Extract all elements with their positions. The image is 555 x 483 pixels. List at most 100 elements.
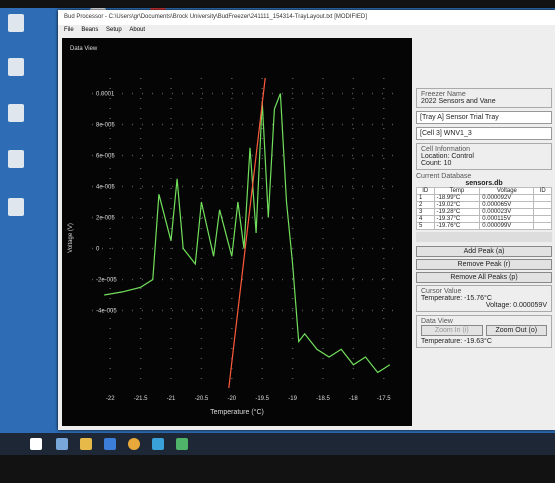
table-row[interactable]: 4 -19.37°C 0.000115V [416, 215, 552, 223]
cell: 0.000115V [479, 215, 535, 223]
app-window: Bud Processor - C:\Users\gr\Documents\Br… [58, 10, 555, 430]
taskbar-icon[interactable] [80, 438, 92, 450]
table-row[interactable]: 3 -19.28°C 0.000023V [416, 208, 552, 216]
y-tick-label: 2e-005 [96, 216, 115, 222]
tray-select[interactable]: [Tray A] Sensor Trial Tray [416, 111, 552, 124]
taskbar-icon[interactable] [152, 438, 164, 450]
cell: 1 [416, 194, 435, 202]
cursor-voltage: Voltage: 0.000059V [485, 302, 547, 309]
chart: Data View Temperature (°C) Voltage (V) 0… [62, 38, 412, 426]
cell-location: Location: Control [421, 153, 474, 160]
cell [533, 215, 552, 223]
x-tick-label: -17.5 [377, 396, 391, 402]
y-tick-label: 4e-005 [96, 185, 115, 191]
cell: -19.37°C [433, 215, 481, 223]
x-tick-label: -22 [106, 396, 115, 402]
peaks-table: ID Temp Voltage ID 1 -18.99°C 0.000092V 2-… [416, 187, 552, 230]
y-tick-label: -2e-005 [96, 278, 117, 284]
x-tick-label: -19 [288, 396, 297, 402]
taskbar-icon[interactable] [104, 438, 116, 450]
desktop-icon[interactable] [8, 104, 24, 122]
cell: 0.000065V [479, 201, 535, 209]
cell: 4 [416, 215, 435, 223]
taskbar-icon[interactable] [30, 438, 42, 450]
chart-background [62, 38, 412, 426]
x-tick-label: -18 [349, 396, 358, 402]
x-axis-label: Temperature (°C) [210, 408, 264, 416]
cell: 0.000092V [479, 194, 535, 202]
menu-item[interactable]: About [129, 27, 146, 33]
button[interactable]: Add Peak (a) [416, 246, 552, 257]
taskbar [0, 433, 555, 455]
chart-title: Data View [70, 46, 98, 52]
menu-item[interactable]: Setup [106, 27, 122, 33]
x-tick-label: -21 [167, 396, 176, 402]
cell: -19.02°C [433, 201, 481, 209]
cursor-temperature: Temperature: -15.76°C [421, 295, 492, 302]
cell [533, 201, 552, 209]
group-heading: Cursor Value [421, 288, 462, 295]
cell: 2 [416, 201, 435, 209]
column-header: Temp [433, 187, 481, 195]
scrollbar[interactable] [416, 232, 552, 242]
group-heading: Freezer Name [421, 91, 466, 98]
desktop-icon[interactable] [8, 198, 24, 216]
cell [533, 222, 552, 230]
peak-marker [228, 77, 266, 389]
x-tick-label: -20 [227, 396, 236, 402]
side-panel: Freezer Name 2022 Sensors and Vane [Tray… [416, 88, 552, 351]
cell: 3 [416, 208, 435, 216]
y-tick-label: 0 [96, 247, 100, 253]
y-axis-label: Voltage (V) [68, 223, 74, 253]
cell: 0.000023V [479, 208, 535, 216]
menu-item[interactable]: Beans [81, 27, 99, 33]
y-tick-label: 6e-005 [96, 154, 115, 160]
desktop-icon[interactable] [8, 58, 24, 76]
x-tick-label: -18.5 [316, 396, 330, 402]
taskbar-icon[interactable] [176, 438, 188, 450]
table-row[interactable]: 1 -18.99°C 0.000092V [416, 194, 552, 202]
cell-info-group: Cell Information Location: Control Count… [416, 143, 552, 170]
cell [533, 208, 552, 216]
button[interactable]: Remove All Peaks (p) [416, 272, 552, 283]
y-tick-label: -4e-005 [96, 309, 117, 315]
cell-select[interactable]: [Cell 3] WNV1_3 [416, 127, 552, 140]
cursor-group: Cursor Value Temperature: -15.76°C Volta… [416, 285, 552, 312]
x-tick-label: -19.5 [255, 396, 269, 402]
menu-item[interactable]: File [64, 27, 74, 33]
voltage-trace [104, 93, 391, 374]
button[interactable]: Remove Peak (r) [416, 259, 552, 270]
button[interactable]: Zoom Out (o) [485, 325, 547, 336]
button[interactable]: Zoom In (i) [421, 325, 483, 336]
cell: 5 [416, 222, 435, 230]
column-header: Voltage [479, 187, 535, 195]
taskbar-icon[interactable] [128, 438, 140, 450]
group-heading: Cell Information [421, 146, 471, 153]
x-tick-label: -20.5 [195, 396, 209, 402]
desktop-icon[interactable] [8, 14, 24, 32]
y-tick-label: 0.0001 [96, 92, 115, 98]
freezer-group: Freezer Name 2022 Sensors and Vane [416, 88, 552, 108]
cell: -19.28°C [433, 208, 481, 216]
taskbar-icon[interactable] [56, 438, 68, 450]
column-header: ID [533, 187, 552, 195]
database-file: sensors.db [465, 180, 503, 187]
column-header: ID [416, 187, 435, 195]
cell: -19.76°C [433, 222, 481, 230]
cell [533, 194, 552, 202]
desktop-icon[interactable] [8, 150, 24, 168]
cell-count: Count: 10 [421, 160, 452, 167]
y-tick-label: 8e-005 [96, 123, 115, 129]
group-heading: Data View [421, 318, 453, 325]
table-row[interactable]: 5 -19.76°C 0.000099V [416, 222, 552, 230]
menu-bar: File Beans Setup About [58, 25, 555, 36]
table-row[interactable]: 2 -19.02°C 0.000065V [416, 201, 552, 209]
title-bar: Bud Processor - C:\Users\gr\Documents\Br… [58, 10, 555, 25]
cell: -18.99°C [433, 194, 481, 202]
view-temperature: Temperature: -19.63°C [421, 338, 492, 345]
freezer-name: 2022 Sensors and Vane [421, 98, 496, 105]
x-tick-label: -21.5 [134, 396, 148, 402]
database-heading: Current Database [416, 173, 472, 180]
data-view-group: Data View Zoom In (i) Zoom Out (o) Tempe… [416, 315, 552, 348]
